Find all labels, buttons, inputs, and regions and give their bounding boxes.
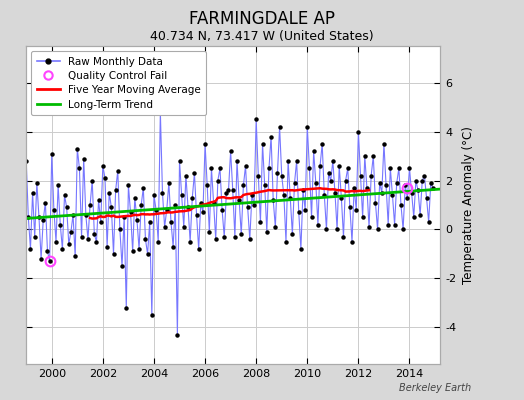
Legend: Raw Monthly Data, Quality Control Fail, Five Year Moving Average, Long-Term Tren: Raw Monthly Data, Quality Control Fail, … [31, 51, 206, 115]
Text: FARMINGDALE AP: FARMINGDALE AP [189, 10, 335, 28]
Y-axis label: Temperature Anomaly (°C): Temperature Anomaly (°C) [462, 126, 475, 284]
Text: Berkeley Earth: Berkeley Earth [399, 383, 472, 393]
Text: 40.734 N, 73.417 W (United States): 40.734 N, 73.417 W (United States) [150, 30, 374, 43]
